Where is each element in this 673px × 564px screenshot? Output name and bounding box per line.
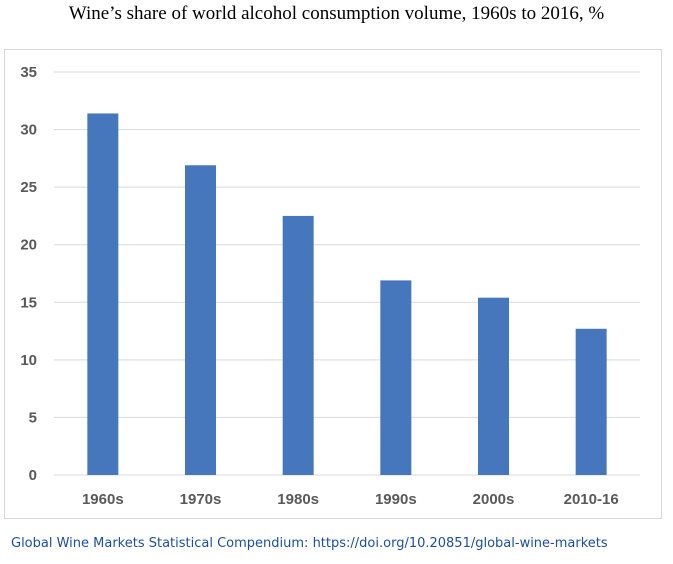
bar-2000s <box>478 297 509 475</box>
y-axis-ticks: 0 5 10 15 20 25 30 35 <box>20 64 37 484</box>
y-tick-label: 35 <box>20 64 37 81</box>
bar-1970s <box>185 165 216 475</box>
x-tick-label: 1970s <box>180 491 222 508</box>
y-tick-label: 15 <box>20 294 37 311</box>
source-citation: Global Wine Markets Statistical Compendi… <box>11 536 608 551</box>
chart-title: Wine’s share of world alcohol consumptio… <box>68 3 605 24</box>
x-tick-label: 2010-16 <box>564 491 619 508</box>
x-tick-label: 1990s <box>375 491 417 508</box>
bars <box>87 113 607 476</box>
bar-1990s <box>380 280 412 475</box>
y-tick-label: 5 <box>29 409 37 426</box>
x-tick-label: 1960s <box>82 491 124 508</box>
y-tick-label: 30 <box>20 122 37 139</box>
bar-1960s <box>87 113 119 476</box>
bar-2010-16 <box>575 328 607 475</box>
x-axis-ticks: 1960s 1970s 1980s 1990s 2000s 2010-16 <box>82 491 619 508</box>
x-tick-label: 2000s <box>473 491 515 508</box>
y-tick-label: 25 <box>20 179 37 196</box>
x-tick-label: 1980s <box>277 491 319 508</box>
y-tick-label: 20 <box>20 237 37 254</box>
bar-1980s <box>282 215 314 475</box>
y-tick-label: 10 <box>20 352 37 369</box>
gridlines <box>54 71 640 476</box>
y-tick-label: 0 <box>29 467 37 484</box>
